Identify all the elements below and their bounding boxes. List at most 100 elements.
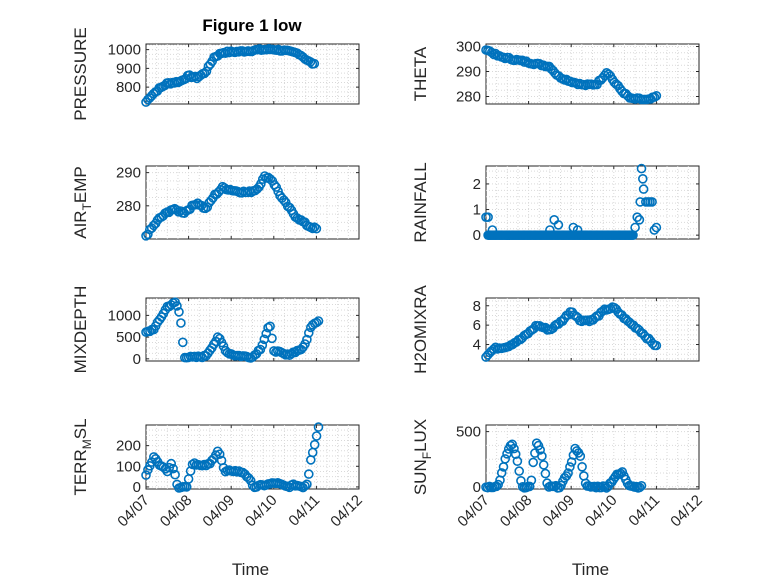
data-point [649,225,660,235]
x-tick-label: 04/09 [539,492,578,531]
y-tick-label: 800 [116,79,141,96]
data-point [172,301,182,311]
y-tick-label: 6 [473,317,481,334]
subplot-h2omixra: 4 6 8 H2OMIXRA [411,284,700,374]
x-tick-label: 04/07 [454,492,493,531]
data-point [636,480,647,491]
subplot-air-temp: 280 290 AIRTEMP [71,165,360,241]
data-point [500,454,511,464]
data-point [537,451,547,462]
axes-frame [485,424,700,490]
data-point [575,451,586,462]
y-tick-label: 0 [473,479,481,496]
data-point [565,462,575,472]
data-point [517,55,528,66]
subplot-theta: 280 290 300 THETA [411,39,700,106]
data-point [267,333,277,344]
y-tick-label: 280 [116,198,141,215]
data-point [199,68,210,79]
data-point [483,212,493,222]
y-tick-label: 0 [133,351,141,368]
data-point [166,458,176,469]
y-tick-label: 280 [456,89,481,106]
y-tick-label: 500 [456,424,481,441]
subplot-sun-flux: 04/07 04/08 04/09 04/10 04/11 04/12 0 500 SUNFLU… [411,419,706,579]
x-tick-label: 04/07 [114,492,153,531]
data-point [482,482,493,493]
data-point [524,481,535,492]
y-tick-label: 8 [473,298,481,315]
subplot-rainfall: 0 1 2 RAINFALL [411,162,700,244]
data-point [141,470,151,480]
data-point [589,481,600,492]
data-point [638,184,649,194]
data-point [302,334,312,345]
data-point [514,466,525,476]
data-point [651,91,662,101]
data-point [493,479,504,490]
x-tick-label: 04/08 [157,492,196,531]
x-tick-label: 04/09 [199,492,238,531]
data-point [201,66,212,77]
y-axis-label: AIRTEMP [71,166,94,239]
data-point [309,439,320,450]
data-point [302,479,312,490]
subplot-terr-msl: 04/07 04/08 04/09 04/10 04/11 04/12 0 100 200 TER… [71,418,366,579]
data-point [243,473,254,483]
data-point [300,481,310,491]
data-point [185,466,196,476]
y-axis-label: SUNFLUX [411,419,434,495]
data-point [563,468,573,478]
subplot-mixdepth: 0 500 1000 MIXDEPTH [71,286,360,374]
x-axis-label: Time [232,560,269,579]
data-point [263,322,273,333]
y-tick-label: 0 [473,227,481,244]
y-axis-label: MIXDEPTH [71,286,90,374]
data-point [526,475,537,486]
data-point [538,60,549,70]
x-axis-label: Time [572,560,609,579]
data-point [191,199,201,210]
data-point [168,463,178,474]
data-point [300,339,310,349]
data-point [256,179,266,189]
x-tick-label: 04/11 [625,492,663,530]
data-point [538,460,549,470]
y-tick-label: 4 [473,337,481,354]
x-tick-label: 04/10 [242,492,281,531]
y-tick-label: 1 [473,202,481,219]
y-tick-label: 500 [116,329,141,346]
data-point [507,439,518,450]
data-point [257,340,268,351]
data-point [634,482,645,493]
data-point [528,457,539,468]
y-tick-label: 2 [473,176,481,193]
y-axis-label: TERRMSL [71,418,94,495]
y-tick-label: 1000 [108,42,141,59]
data-point [309,222,320,232]
data-point [647,197,657,207]
data-point [313,316,324,326]
y-axis-label: H2OMIXRA [411,284,430,373]
data-point [174,307,184,317]
data-point [261,328,272,339]
data-point [540,468,551,479]
data-point [512,456,523,467]
y-tick-label: 100 [116,458,141,475]
x-tick-label: 04/12 [327,492,366,531]
figure-title: Figure 1 low [202,16,302,35]
data-point [636,163,647,174]
data-point [265,321,275,332]
y-axis-label: RAINFALL [411,162,430,242]
data-point [170,469,180,480]
data-point [553,220,564,230]
data-point [303,328,314,338]
y-tick-label: 300 [456,39,481,56]
data-point [577,461,587,472]
data-point [565,76,576,87]
data-point [178,337,188,348]
data-point [632,212,643,222]
x-tick-label: 04/08 [497,492,536,531]
